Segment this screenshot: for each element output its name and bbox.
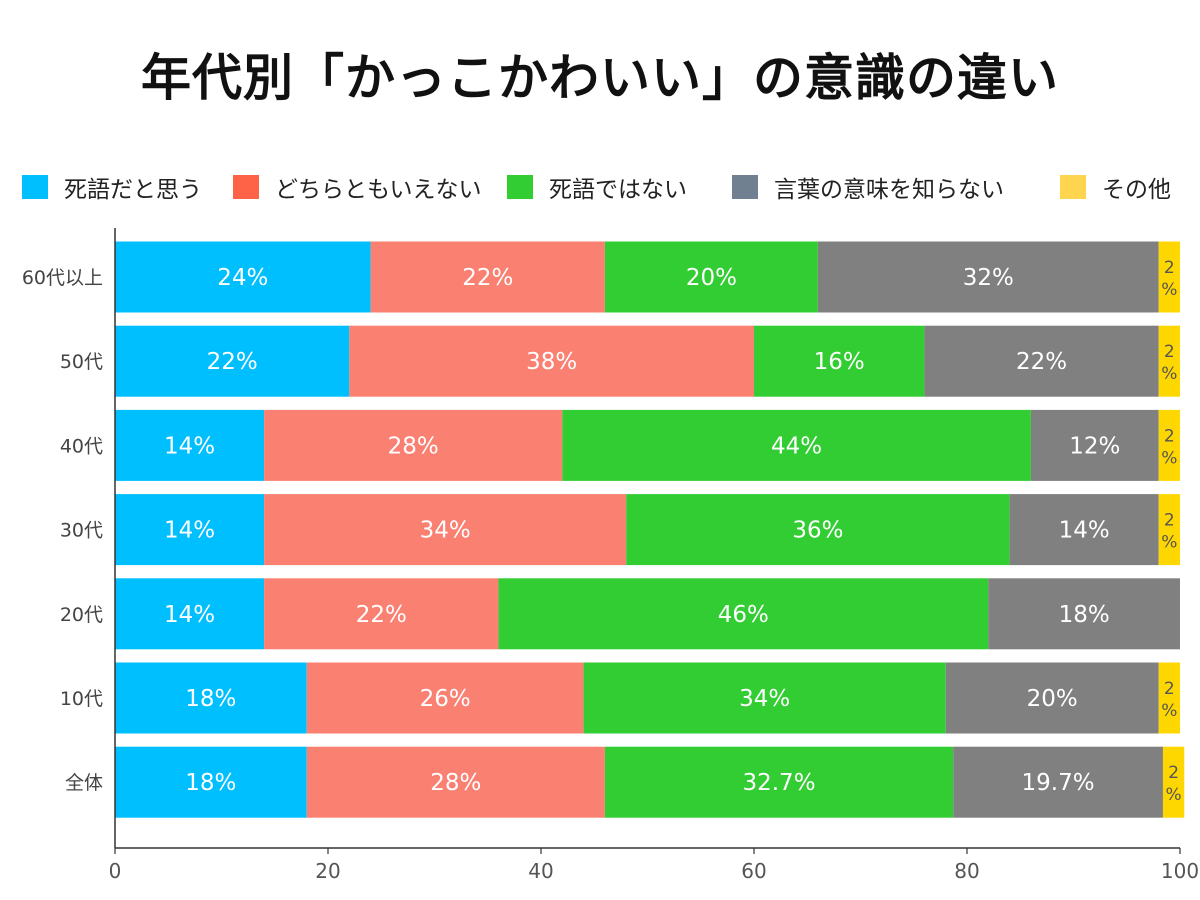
bar-segment [817, 241, 1159, 313]
bar-segment [953, 746, 1163, 818]
bar-segment [754, 325, 925, 397]
category-label: 50代 [60, 351, 103, 373]
bar-data-label: 14% [164, 602, 215, 628]
x-tick-label: 20 [315, 859, 340, 883]
bar-data-label: 12% [1069, 433, 1120, 459]
bar-data-label: 2% [1166, 763, 1182, 805]
bar-data-label: 28% [388, 433, 439, 459]
legend-item-sonota: その他 [1060, 170, 1171, 204]
legend-swatch [233, 175, 259, 199]
legend-item-dochira-tomo-ienai: どちらともいえない [233, 170, 482, 204]
bar-data-label: 19.7% [1022, 770, 1095, 796]
bar-segment [924, 325, 1159, 397]
category-label: 60代以上 [22, 267, 103, 289]
bar-segment [115, 662, 307, 734]
bar-data-label: 22% [1016, 349, 1067, 375]
bar-data-label: 14% [1059, 518, 1110, 544]
x-tick-label: 60 [741, 859, 766, 883]
bar-segment [349, 325, 754, 397]
bar-segment [1158, 662, 1180, 734]
chart-title: 年代別「かっこかわいい」の意識の違い [141, 49, 1059, 107]
legend-swatch [732, 175, 758, 199]
bar-data-label: 36% [792, 518, 843, 544]
bar-segment [1030, 409, 1159, 481]
bar-segment [562, 409, 1031, 481]
bar-segment [264, 409, 563, 481]
bar-segment [1158, 409, 1180, 481]
x-tick-label: 80 [954, 859, 979, 883]
bar-segment [626, 494, 1010, 566]
bar-data-label: 2% [1161, 258, 1177, 300]
category-label: 10代 [60, 688, 103, 710]
bar-data-label: 34% [420, 518, 471, 544]
bar-segment [604, 746, 954, 818]
bar-segment [988, 578, 1180, 650]
bar-data-label: 14% [164, 518, 215, 544]
legend-swatch [507, 175, 533, 199]
legend-label: 死語ではない [549, 177, 687, 203]
legend-label: 死語だと思う [64, 177, 202, 203]
category-label: 20代 [60, 604, 103, 626]
x-tick-label: 100 [1161, 859, 1199, 883]
bar-data-label: 28% [430, 770, 481, 796]
bar-segment [264, 578, 499, 650]
legend-label: 言葉の意味を知らない [774, 177, 1004, 203]
x-tick-label: 0 [109, 859, 122, 883]
bar-segment [370, 241, 605, 313]
bar-data-label: 18% [185, 686, 236, 712]
bar-data-label: 2% [1161, 426, 1177, 468]
bar-segment [115, 409, 265, 481]
bar-data-label: 44% [771, 433, 822, 459]
bar-segment [115, 494, 265, 566]
bar-segment [115, 325, 350, 397]
bar-data-label: 32.7% [742, 770, 815, 796]
category-label: 40代 [60, 435, 103, 457]
bar-segment [1158, 325, 1180, 397]
bar-segment [498, 578, 989, 650]
bar-segment [1158, 494, 1180, 566]
bar-data-label: 24% [217, 265, 268, 291]
bar-data-label: 22% [207, 349, 258, 375]
bar-data-label: 18% [185, 770, 236, 796]
legend-item-shigo-da-to-omou: 死語だと思う [22, 170, 202, 204]
bar-data-label: 34% [739, 686, 790, 712]
bar-segment [306, 746, 605, 818]
bar-data-label: 32% [963, 265, 1014, 291]
bar-data-label: 22% [356, 602, 407, 628]
legend-swatch [1060, 175, 1086, 199]
bar-data-label: 16% [814, 349, 865, 375]
legend: 死語だと思う どちらともいえない 死語ではない 言葉の意味を知らない その他 [0, 170, 1200, 204]
bar-data-label: 14% [164, 433, 215, 459]
bar-data-label: 18% [1059, 602, 1110, 628]
bar-data-label: 46% [718, 602, 769, 628]
x-tick-label: 40 [528, 859, 553, 883]
bar-segment [1162, 746, 1185, 818]
bar-data-label: 2% [1161, 511, 1177, 553]
bar-data-label: 20% [686, 265, 737, 291]
bar-segment [306, 662, 584, 734]
bar-data-label: 26% [420, 686, 471, 712]
legend-item-imi-wo-shiranai: 言葉の意味を知らない [732, 170, 1004, 204]
category-label: 全体 [65, 772, 103, 794]
legend-label: その他 [1102, 177, 1171, 203]
bar-data-label: 38% [526, 349, 577, 375]
bar-data-label: 2% [1161, 342, 1177, 384]
bar-segment [115, 578, 265, 650]
bar-segment [115, 241, 371, 313]
bar-segment [1158, 241, 1180, 313]
bar-segment [115, 746, 307, 818]
category-label: 30代 [60, 520, 103, 542]
bar-segment [604, 241, 818, 313]
legend-item-shigo-dewa-nai: 死語ではない [507, 170, 687, 204]
bar-data-label: 2% [1161, 679, 1177, 721]
bar-segment [583, 662, 946, 734]
bar-segment [945, 662, 1159, 734]
bar-segment [1009, 494, 1159, 566]
bar-data-label: 22% [462, 265, 513, 291]
legend-swatch [22, 175, 48, 199]
legend-label: どちらともいえない [275, 177, 482, 203]
bar-data-label: 20% [1027, 686, 1078, 712]
bar-segment [264, 494, 627, 566]
